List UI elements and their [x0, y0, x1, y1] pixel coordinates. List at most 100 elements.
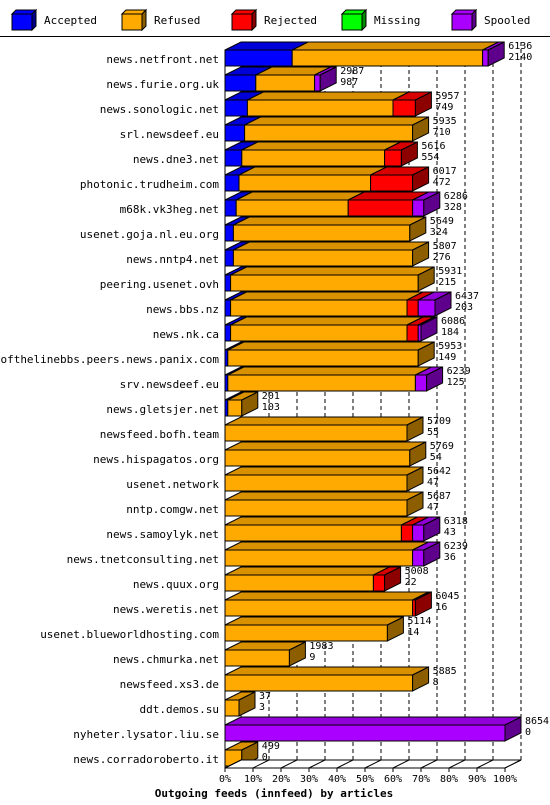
bar-segment-top-refused	[230, 291, 424, 301]
bar-side-refused	[241, 391, 259, 417]
bar-side-spooled	[426, 366, 444, 392]
bar-segment-accepted	[224, 99, 248, 117]
legend-label: Refused	[154, 14, 200, 27]
value-label-total: 6045	[435, 591, 459, 602]
legend: Accepted Refused Rejected Missing Spooled	[10, 8, 530, 32]
bar-segment-accepted	[224, 224, 234, 242]
value-label-refused: 8	[433, 677, 439, 688]
bar-side-spooled	[423, 191, 441, 217]
bar-segment-refused	[224, 549, 414, 567]
value-label-refused: 103	[262, 402, 280, 413]
category-label: ddt.demos.su	[140, 703, 219, 716]
value-label-total: 5709	[427, 416, 451, 427]
value-label-total: 5953	[438, 341, 462, 352]
bar-segment-top-refused	[224, 591, 429, 601]
bar-segment-accepted	[224, 249, 234, 267]
category-label: news.furie.org.uk	[106, 78, 219, 91]
value-label-refused: 54	[430, 452, 442, 463]
floor-line	[392, 759, 410, 769]
category-label: news.dne3.net	[133, 153, 219, 166]
bar-side-refused	[406, 416, 424, 442]
bar-segment-refused	[224, 424, 408, 442]
value-label-refused: 125	[447, 377, 465, 388]
legend-label: Accepted	[44, 14, 97, 27]
value-label-total: 5935	[433, 116, 457, 127]
legend-item-refused: Refused	[120, 8, 200, 32]
value-label-refused: 749	[435, 102, 453, 113]
value-label-refused: 55	[427, 427, 439, 438]
bar-side-refused	[406, 466, 424, 492]
category-label: news.weretis.net	[113, 603, 219, 616]
bar-segment-top-spooled	[224, 716, 522, 726]
value-label-total: 499	[262, 741, 280, 752]
bar-segment-top-refused	[233, 216, 427, 226]
bar-segment-refused	[224, 499, 408, 517]
value-label-total: 37	[259, 691, 271, 702]
bar-segment-top-refused	[224, 566, 390, 576]
bar-side-rejected	[414, 591, 432, 617]
bar-segment-top-refused	[230, 266, 435, 276]
value-label-refused: 43	[444, 527, 456, 538]
bar-side-spooled	[319, 66, 337, 92]
floor-line	[420, 759, 438, 769]
bar-segment-accepted	[224, 74, 257, 92]
legend-label: Rejected	[264, 14, 317, 27]
value-label-refused: 184	[441, 327, 459, 338]
bar-segment-refused	[224, 474, 408, 492]
bar-side-refused	[409, 216, 427, 242]
value-label-total: 6017	[433, 166, 457, 177]
value-label-total: 6239	[447, 366, 471, 377]
bar-segment-refused	[224, 574, 374, 592]
bar-segment-top-refused	[238, 166, 387, 176]
bar-side-refused	[417, 341, 435, 367]
tick-label: 70%	[412, 774, 430, 785]
category-label: nyheter.lysator.liu.se	[73, 728, 219, 741]
bar-side-refused	[417, 266, 435, 292]
bar-segment-rejected	[384, 149, 402, 167]
value-label-refused: 3	[259, 702, 265, 713]
legend-item-spooled: Spooled	[450, 8, 530, 32]
chart-title: Outgoing feeds (innfeed) by articles	[155, 787, 393, 800]
category-label: news.samoylyk.net	[106, 528, 219, 541]
value-label-refused: 328	[444, 202, 462, 213]
bar-segment-top-refused	[241, 141, 401, 151]
bar-segment-top-refused	[230, 316, 424, 326]
value-label-refused: 36	[444, 552, 456, 563]
legend-swatch-side	[361, 8, 367, 32]
value-label-total: 5008	[405, 566, 429, 577]
bar-segment-spooled	[414, 374, 428, 392]
bar-segment-refused	[224, 649, 290, 667]
bar-row-endofthelinebbs-peers-news-panix-com: endofthelinebbs.peers.news.panix.com 5953…	[0, 341, 462, 367]
bar-segment-spooled	[412, 524, 425, 542]
value-label-refused: 203	[455, 302, 473, 313]
value-label-total: 5769	[430, 441, 454, 452]
bar-segment-accepted	[224, 49, 293, 67]
value-label-total: 6286	[444, 191, 468, 202]
category-label: photonic.trudheim.com	[80, 178, 219, 191]
tick-label: 40%	[328, 774, 346, 785]
value-label-refused: 22	[405, 577, 417, 588]
bar-segment-rejected	[400, 524, 414, 542]
bar-segment-accepted	[224, 299, 232, 317]
bar-segment-top-refused	[224, 416, 424, 426]
value-label-refused: 710	[433, 127, 451, 138]
bar-side-rejected	[400, 141, 418, 167]
bar-segment-top-refused	[233, 241, 429, 251]
category-label: newsfeed.bofh.team	[100, 428, 220, 441]
bar-side-rejected	[414, 91, 432, 117]
category-label: usenet.network	[126, 478, 219, 491]
bar-segment-refused	[230, 324, 408, 342]
bar-segment-top-refused	[224, 441, 427, 451]
bar-side-spooled	[487, 41, 505, 67]
value-label-refused: 16	[435, 602, 447, 613]
value-label-total: 1983	[309, 641, 333, 652]
